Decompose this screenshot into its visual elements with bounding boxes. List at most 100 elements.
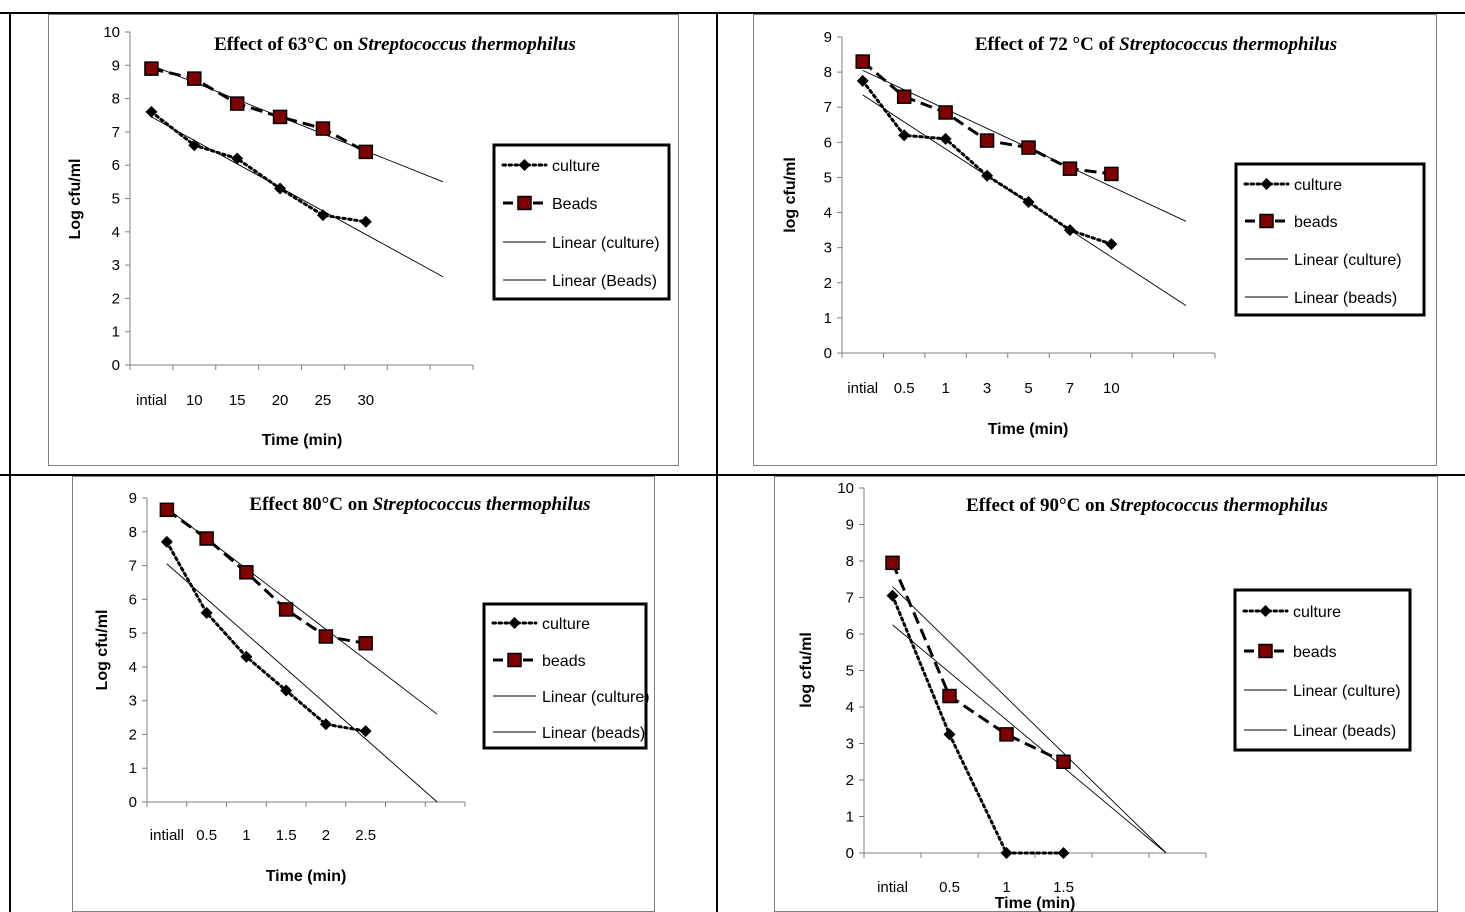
y-tick-label: 4: [846, 699, 854, 716]
point-culture: [359, 215, 372, 228]
legend-marker-beads: [1259, 213, 1274, 229]
legend-label: culture: [542, 616, 590, 633]
y-tick-label: 9: [846, 517, 854, 534]
chart-title-species: Streptococcus thermophilus: [373, 494, 591, 515]
legend-box: [492, 143, 671, 301]
chart-2: 0 1 2 3 4 5 6 7 8 9 intiall 0.5 1 1.5 2 2.5 Effect 80°C …: [94, 490, 650, 885]
y-axis-label: log cfu/ml: [782, 157, 799, 233]
y-tick-label: 3: [846, 736, 854, 753]
x-tick-label: 0.5: [939, 879, 960, 896]
legend-box: [482, 602, 648, 750]
point-culture: [1000, 847, 1013, 859]
y-tick-label: 3: [129, 693, 137, 710]
point-culture: [145, 105, 158, 118]
point-beads: [315, 121, 331, 136]
chart-title-prefix: Effect of 63°C on: [214, 34, 358, 55]
y-tick-label: 8: [112, 91, 120, 108]
point-culture: [943, 728, 956, 741]
x-tick-label: 10: [186, 392, 203, 409]
y-tick-label: 4: [824, 205, 832, 222]
x-tick-label: 0.5: [196, 827, 217, 844]
y-tick-label: 5: [824, 169, 832, 186]
x-tick-label: 1.5: [276, 827, 297, 844]
point-culture: [319, 718, 332, 731]
point-culture: [359, 725, 372, 738]
y-tick-label: 2: [824, 275, 832, 292]
legend-label: Linear (beads): [1293, 723, 1396, 740]
x-tick-label: 2: [322, 827, 330, 844]
table-border-center: [716, 12, 718, 912]
x-axis-label: Time (min): [988, 421, 1069, 438]
point-culture: [160, 535, 173, 548]
chart-title: Effect 80°C on Streptococcus thermophilu…: [249, 494, 590, 515]
series-line-culture: [149, 110, 368, 224]
y-tick-label: 2: [846, 772, 854, 789]
x-tick-label: 2.5: [355, 827, 376, 844]
x-tick-label: 30: [357, 392, 374, 409]
x-axis-label: Time (min): [262, 432, 343, 449]
point-beads: [1104, 166, 1119, 182]
point-beads: [942, 688, 957, 704]
chart-title-species: Streptococcus thermophilus: [358, 34, 576, 55]
x-tick-label: intial: [877, 879, 908, 896]
legend-marker-beads: [517, 195, 532, 211]
legend-label: culture: [552, 158, 600, 175]
x-tick-label: 0.5: [894, 380, 915, 397]
point-beads: [1056, 754, 1071, 769]
point-beads: [159, 502, 175, 518]
legend-label: beads: [542, 653, 586, 670]
y-tick-label: 7: [112, 124, 120, 141]
x-tick-label: intial: [136, 392, 167, 409]
legend-label: Linear (beads): [1294, 290, 1397, 307]
legend-label: culture: [1294, 177, 1342, 194]
y-tick-label: 6: [846, 626, 854, 643]
legend-label: culture: [1293, 604, 1341, 621]
y-tick-label: 1: [846, 809, 854, 826]
point-beads: [1021, 140, 1036, 155]
y-tick-label: 9: [129, 490, 137, 507]
legend-label: Linear (beads): [542, 725, 645, 742]
y-tick-label: 0: [846, 845, 854, 862]
y-tick-label: 0: [824, 345, 832, 362]
point-culture: [1063, 224, 1076, 237]
y-tick-label: 5: [129, 625, 137, 642]
y-tick-label: 3: [112, 257, 120, 274]
chart-title-species: Streptococcus thermophilus: [1110, 495, 1328, 516]
legend-label: Linear (culture): [1294, 252, 1402, 269]
point-beads: [885, 555, 900, 571]
trendline-linear-culture: [166, 563, 438, 803]
y-tick-label: 8: [824, 64, 832, 81]
x-tick-label: 25: [315, 392, 332, 409]
point-culture: [1022, 196, 1035, 209]
legend-marker-beads: [1258, 643, 1273, 659]
point-culture: [939, 132, 952, 145]
point-beads: [144, 61, 159, 76]
legend-box: [1233, 588, 1412, 752]
point-beads: [199, 531, 214, 546]
legend-marker-culture: [508, 617, 521, 629]
x-tick-label: 10: [1103, 380, 1120, 397]
chart-title: Effect of 72 °C of Streptococcus thermop…: [975, 34, 1337, 55]
y-tick-label: 10: [837, 480, 854, 497]
y-tick-label: 0: [129, 794, 137, 811]
point-beads: [979, 133, 995, 148]
series-line-beads: [151, 67, 367, 154]
table-border-left: [9, 12, 11, 912]
legend-marker-culture: [518, 159, 531, 171]
chart-title-prefix: Effect of 72 °C of: [975, 34, 1119, 55]
point-beads: [187, 71, 202, 86]
point-culture: [274, 182, 287, 195]
y-tick-label: 4: [129, 659, 137, 676]
y-tick-label: 8: [846, 553, 854, 570]
y-tick-label: 6: [129, 591, 137, 608]
point-culture: [280, 684, 293, 697]
y-axis-label: Log cfu/ml: [94, 610, 111, 691]
chart-title: Effect of 63°C on Streptococcus thermoph…: [214, 34, 576, 55]
point-beads: [1062, 161, 1078, 176]
y-tick-label: 5: [112, 191, 120, 208]
chart-0: 0 1 2 3 4 5 6 7 8 9 10 intial 10 15 20 25 30 Effect of 63…: [67, 24, 671, 449]
x-axis-label: Time (min): [995, 895, 1076, 912]
point-culture: [200, 606, 213, 619]
y-tick-label: 2: [129, 726, 137, 743]
